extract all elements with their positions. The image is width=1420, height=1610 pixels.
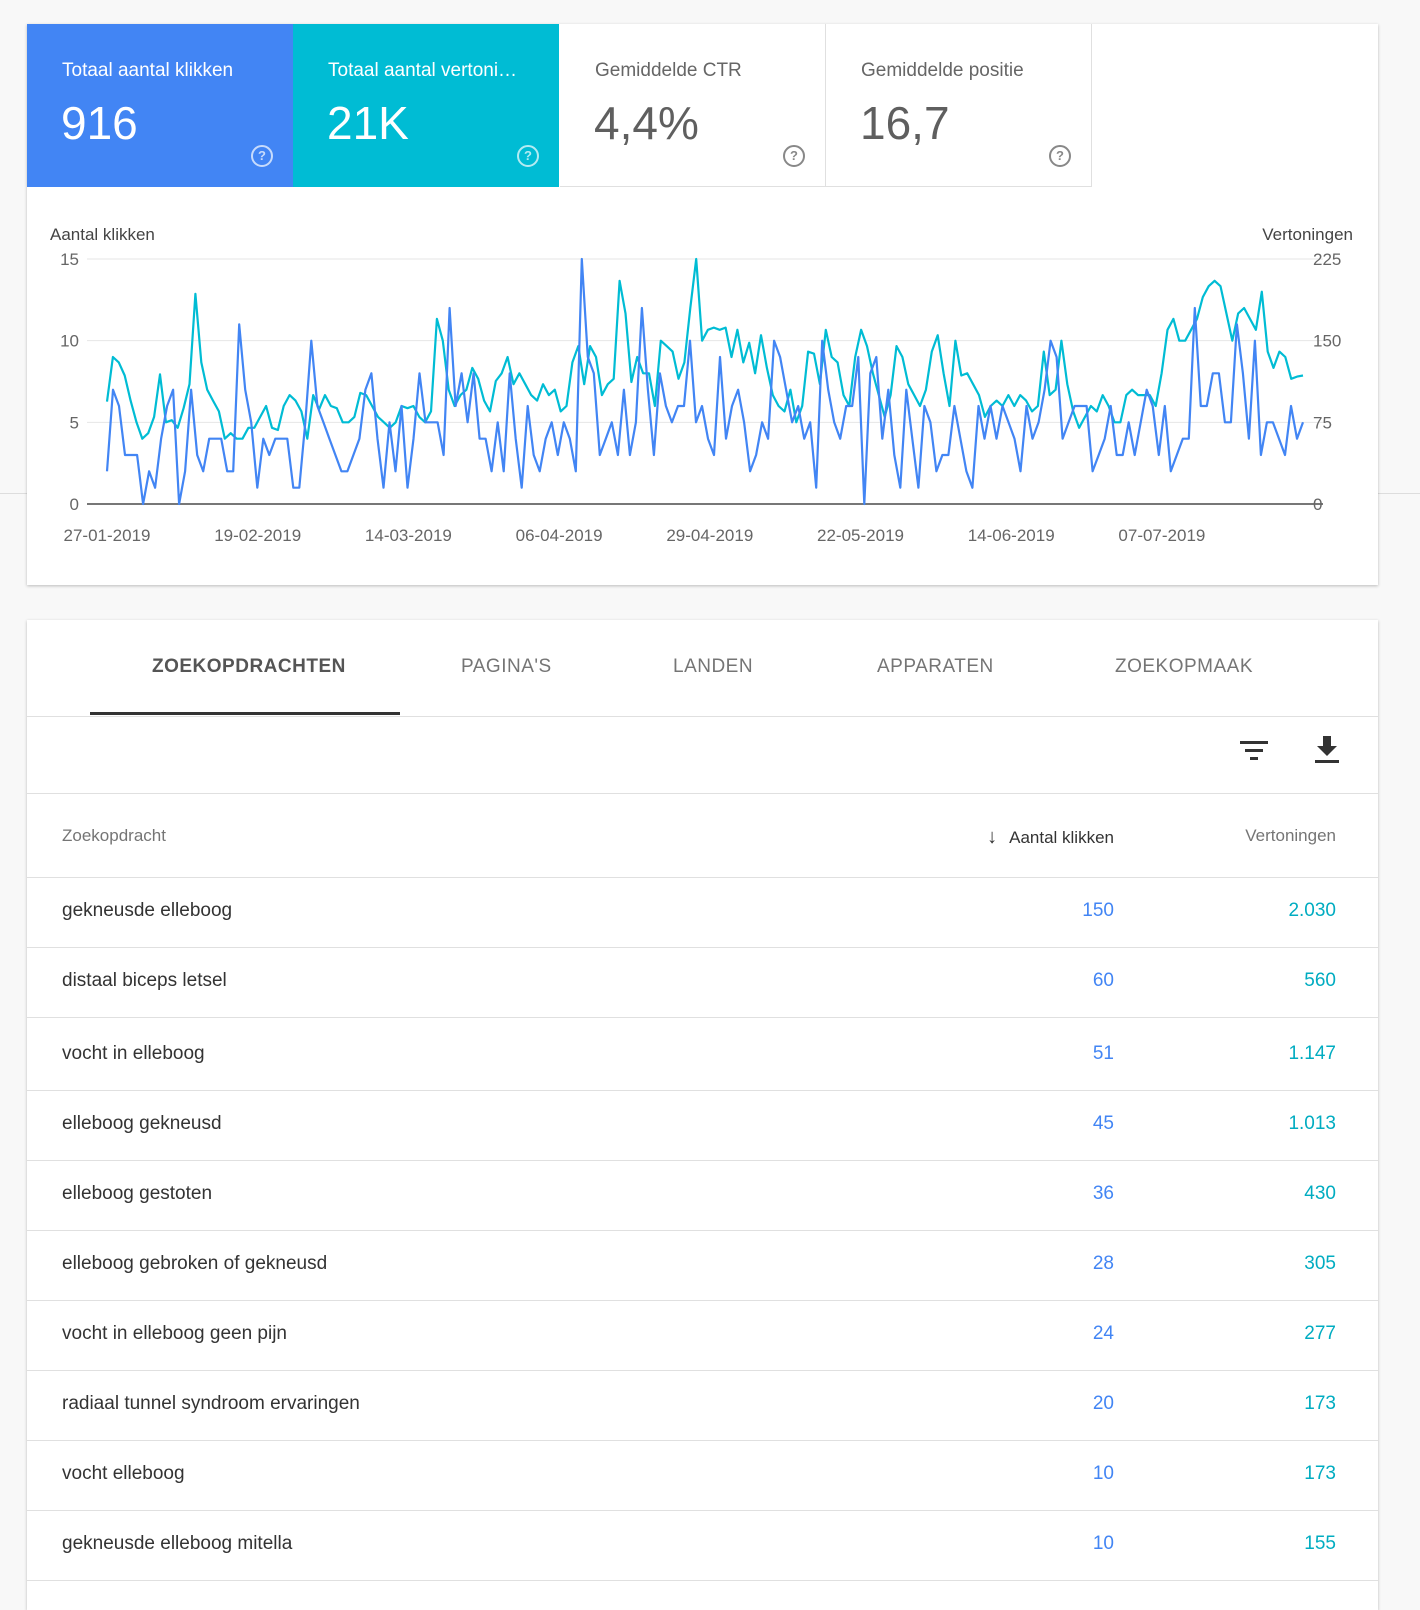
help-icon[interactable]: ? xyxy=(783,145,805,167)
query-cell: gekneusde elleboog xyxy=(62,900,233,921)
dimension-tabs: ZOEKOPDRACHTEN PAGINA'S LANDEN APPARATEN… xyxy=(27,620,1378,717)
metric-total-impressions[interactable]: Totaal aantal vertoni… 21K ? xyxy=(293,24,559,187)
metric-value: 21K xyxy=(327,97,409,149)
clicks-cell: 36 xyxy=(1092,1183,1114,1204)
column-header-query[interactable]: Zoekopdracht xyxy=(62,826,166,845)
query-cell: vocht in elleboog xyxy=(62,1043,205,1064)
metric-label: Gemiddelde positie xyxy=(861,60,1024,81)
sort-arrow-icon: ↓ xyxy=(987,826,998,848)
x-tick-label: 27-01-2019 xyxy=(64,526,151,545)
left-tick-label: 5 xyxy=(70,413,79,432)
queries-table-card: ZOEKOPDRACHTEN PAGINA'S LANDEN APPARATEN… xyxy=(27,620,1378,1610)
x-tick-label: 07-07-2019 xyxy=(1118,526,1205,545)
x-tick-label: 22-05-2019 xyxy=(817,526,904,545)
table-row[interactable]: vocht in elleboog geen pijn 24 277 xyxy=(27,1301,1378,1371)
column-header-clicks[interactable]: ↓ Aantal klikken xyxy=(987,826,1114,849)
table-row[interactable]: elleboog gestoten 36 430 xyxy=(27,1161,1378,1231)
active-tab-indicator xyxy=(90,712,400,715)
column-header-impressions[interactable]: Vertoningen xyxy=(1245,826,1336,845)
performance-chart-card: Totaal aantal klikken 916 ? Totaal aanta… xyxy=(27,24,1378,585)
help-icon[interactable]: ? xyxy=(251,145,273,167)
impressions-cell: 173 xyxy=(1304,1393,1336,1414)
impressions-cell: 277 xyxy=(1304,1323,1336,1344)
left-axis-title: Aantal klikken xyxy=(50,225,155,244)
table-row[interactable]: gekneusde elleboog 150 2.030 xyxy=(27,878,1378,948)
clicks-cell: 150 xyxy=(1082,900,1114,921)
impressions-cell: 560 xyxy=(1304,970,1336,991)
clicks-cell: 10 xyxy=(1092,1463,1114,1484)
right-tick-label: 225 xyxy=(1313,250,1341,269)
query-cell: vocht elleboog xyxy=(62,1463,185,1484)
x-tick-label: 06-04-2019 xyxy=(516,526,603,545)
left-tick-label: 10 xyxy=(60,332,79,351)
impressions-cell: 430 xyxy=(1304,1183,1336,1204)
query-cell: distaal biceps letsel xyxy=(62,970,227,991)
metric-value: 4,4% xyxy=(594,97,699,149)
tab-devices[interactable]: APPARATEN xyxy=(877,656,994,677)
left-tick-label: 15 xyxy=(60,250,79,269)
column-header-clicks-label: Aantal klikken xyxy=(1009,828,1114,847)
clicks-cell: 10 xyxy=(1092,1533,1114,1554)
tab-countries[interactable]: LANDEN xyxy=(673,656,754,677)
help-icon[interactable]: ? xyxy=(1049,145,1071,167)
right-tick-label: 0 xyxy=(1313,495,1322,514)
impressions-cell: 305 xyxy=(1304,1253,1336,1274)
x-tick-label: 29-04-2019 xyxy=(666,526,753,545)
impressions-cell: 1.013 xyxy=(1288,1113,1336,1134)
table-row[interactable]: vocht in elleboog 51 1.147 xyxy=(27,1018,1378,1091)
metric-average-ctr[interactable]: Gemiddelde CTR 4,4% ? xyxy=(560,24,826,187)
query-cell: elleboog gestoten xyxy=(62,1183,213,1204)
metric-label: Gemiddelde CTR xyxy=(595,60,742,81)
table-toolbar xyxy=(27,717,1378,794)
clicks-cell: 28 xyxy=(1092,1253,1114,1274)
impressions-cell: 2.030 xyxy=(1288,900,1336,921)
clicks-series-line[interactable] xyxy=(105,257,1305,506)
metric-value: 916 xyxy=(61,97,138,149)
clicks-cell: 60 xyxy=(1092,970,1114,991)
query-cell: gekneusde elleboog mitella xyxy=(62,1533,293,1554)
table-row[interactable]: gekneusde elleboog mitella 10 155 xyxy=(27,1511,1378,1581)
metric-total-clicks[interactable]: Totaal aantal klikken 916 ? xyxy=(27,24,293,187)
tab-search-appearance[interactable]: ZOEKOPMAAK xyxy=(1115,656,1254,677)
query-cell: elleboog gebroken of gekneusd xyxy=(62,1253,328,1274)
download-icon[interactable] xyxy=(1314,734,1340,764)
x-tick-label: 14-03-2019 xyxy=(365,526,452,545)
metric-average-position[interactable]: Gemiddelde positie 16,7 ? xyxy=(826,24,1092,187)
query-cell: radiaal tunnel syndroom ervaringen xyxy=(62,1393,360,1414)
table-row[interactable]: radiaal tunnel syndroom ervaringen 20 17… xyxy=(27,1371,1378,1441)
left-tick-label: 0 xyxy=(70,495,79,514)
table-row[interactable]: vocht elleboog 10 173 xyxy=(27,1441,1378,1511)
line-chart[interactable]: Aantal klikken Vertoningen 0 0 5 75 10 150 15 2… xyxy=(27,214,1378,585)
table-row[interactable]: elleboog gekneusd 45 1.013 xyxy=(27,1091,1378,1161)
query-cell: vocht in elleboog geen pijn xyxy=(62,1323,288,1344)
table-row[interactable]: distaal biceps letsel 60 560 xyxy=(27,948,1378,1018)
tab-pages[interactable]: PAGINA'S xyxy=(461,656,552,677)
filter-icon[interactable] xyxy=(1240,738,1268,762)
clicks-cell: 24 xyxy=(1092,1323,1114,1344)
x-tick-label: 14-06-2019 xyxy=(968,526,1055,545)
right-tick-label: 75 xyxy=(1313,413,1332,432)
query-cell: elleboog gekneusd xyxy=(62,1113,222,1134)
tab-queries[interactable]: ZOEKOPDRACHTEN xyxy=(152,656,346,677)
right-tick-label: 150 xyxy=(1313,332,1341,351)
table-header: Zoekopdracht ↓ Aantal klikken Vertoningen xyxy=(27,794,1378,878)
metric-label: Totaal aantal klikken xyxy=(62,60,234,81)
impressions-cell: 173 xyxy=(1304,1463,1336,1484)
help-icon[interactable]: ? xyxy=(517,145,539,167)
impressions-series-line[interactable] xyxy=(105,257,1304,440)
clicks-cell: 51 xyxy=(1092,1043,1114,1064)
clicks-cell: 20 xyxy=(1092,1393,1114,1414)
x-tick-label: 19-02-2019 xyxy=(214,526,301,545)
metric-label: Totaal aantal vertoni… xyxy=(328,60,518,81)
right-axis-title: Vertoningen xyxy=(1262,225,1353,244)
table-row[interactable]: elleboog gebroken of gekneusd 28 305 xyxy=(27,1231,1378,1301)
clicks-cell: 45 xyxy=(1092,1113,1114,1134)
impressions-cell: 155 xyxy=(1304,1533,1336,1554)
metric-value: 16,7 xyxy=(860,97,950,149)
impressions-cell: 1.147 xyxy=(1288,1043,1336,1064)
